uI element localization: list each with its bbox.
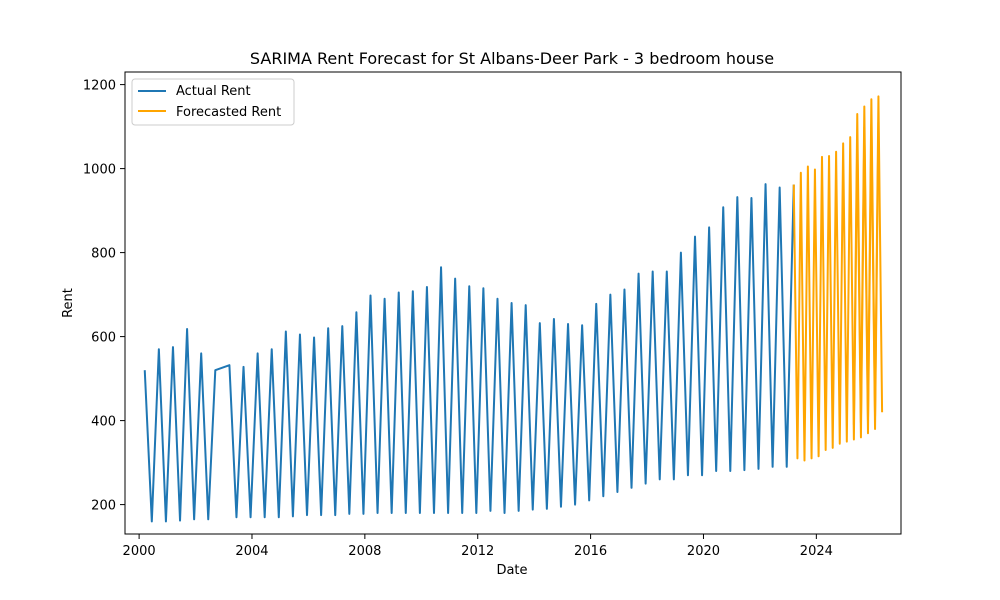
x-tick-label: 2004: [235, 544, 268, 559]
y-axis-label: Rent: [61, 288, 76, 318]
legend: Actual Rent Forecasted Rent: [131, 78, 295, 126]
plot-frame: [124, 71, 902, 535]
y-tick-label: 1000: [83, 163, 116, 178]
y-tick-label: 600: [91, 331, 116, 346]
x-tick-label: 2008: [348, 544, 381, 559]
legend-label-forecasted-rent: Forecasted Rent: [176, 105, 281, 120]
legend-box: [131, 78, 295, 126]
legend-label-actual-rent: Actual Rent: [176, 84, 251, 99]
series-line-forecasted-rent-extension: [852, 95, 884, 425]
y-tick-label: 1200: [83, 79, 116, 94]
x-axis: 2000 2004 2008 2012 2016 2020 2024: [123, 534, 833, 559]
series-line-actual-rent: [143, 183, 795, 523]
x-tick-label: 2012: [461, 544, 494, 559]
y-tick-label: 800: [91, 247, 116, 262]
x-tick-label: 2020: [687, 544, 720, 559]
y-axis: 200 400 600 800 1000 1200: [83, 79, 125, 514]
plot-area: [143, 95, 884, 523]
chart-title: SARIMA Rent Forecast for St Albans-Deer …: [250, 49, 774, 68]
y-tick-label: 200: [91, 499, 116, 514]
x-tick-label: 2016: [574, 544, 607, 559]
x-tick-label: 2000: [123, 544, 156, 559]
x-axis-label: Date: [496, 563, 527, 578]
x-tick-label: 2024: [800, 544, 833, 559]
y-tick-label: 400: [91, 415, 116, 430]
